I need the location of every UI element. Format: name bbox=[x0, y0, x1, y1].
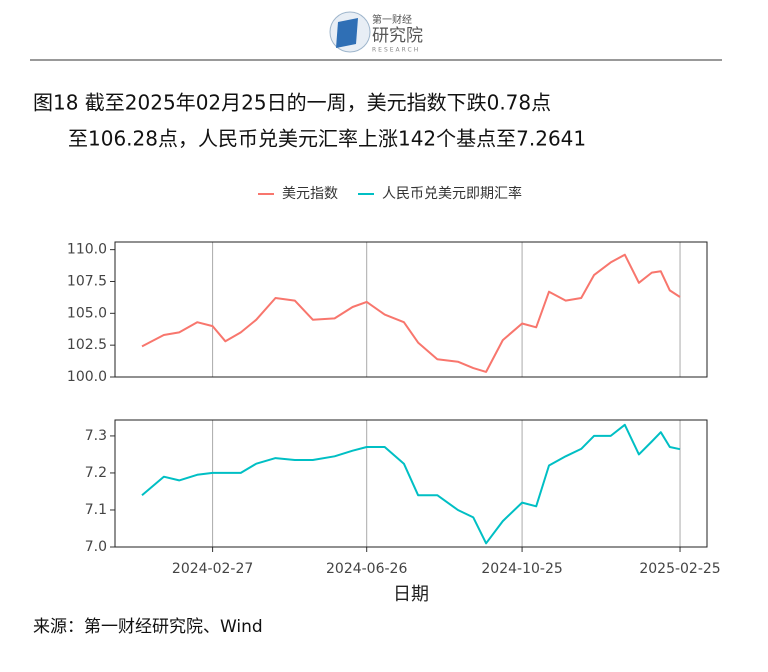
data-line bbox=[141, 253, 681, 373]
y-tick-label: 107.5 bbox=[67, 273, 107, 289]
x-axis-label: 日期 bbox=[393, 584, 429, 605]
x-tick-label: 2024-02-27 bbox=[172, 561, 253, 577]
y-tick-label: 7.1 bbox=[85, 502, 107, 518]
plot-area bbox=[115, 242, 707, 377]
logo-text-small: 第一财经 bbox=[372, 13, 412, 26]
y-tick-label: 7.3 bbox=[85, 428, 107, 444]
plot-area bbox=[115, 420, 707, 547]
figure-title: 图18 截至2025年02月25日的一周，美元指数下跌0.78点 bbox=[33, 91, 551, 115]
x-tick-label: 2024-06-26 bbox=[326, 561, 407, 577]
legend-label: 人民币兑美元即期汇率 bbox=[382, 185, 522, 202]
plot-frame bbox=[114, 419, 708, 548]
legend-label: 美元指数 bbox=[282, 186, 338, 202]
figure-title: 至106.28点，人民币兑美元汇率上涨142个基点至7.2641 bbox=[68, 127, 586, 151]
y-tick-label: 7.0 bbox=[85, 539, 107, 555]
x-tick-label: 2025-02-25 bbox=[639, 561, 720, 577]
y-tick-label: 7.2 bbox=[85, 465, 107, 481]
logo-text-en: RESEARCH bbox=[372, 47, 420, 54]
source: 来源：第一财经研究院、Wind bbox=[33, 617, 263, 637]
y-tick-label: 105.0 bbox=[67, 305, 107, 321]
x-tick-label: 2024-10-25 bbox=[481, 561, 562, 577]
data-line bbox=[141, 423, 681, 545]
y-tick-label: 102.5 bbox=[67, 337, 107, 353]
y-tick-label: 110.0 bbox=[67, 242, 107, 258]
logo-text: 研究院 bbox=[372, 26, 423, 46]
logo: 第一财经 研究院 RESEARCH bbox=[329, 11, 423, 54]
plot-frame bbox=[114, 241, 708, 378]
y-tick-label: 100.0 bbox=[67, 369, 107, 385]
logo-icon bbox=[336, 18, 358, 48]
